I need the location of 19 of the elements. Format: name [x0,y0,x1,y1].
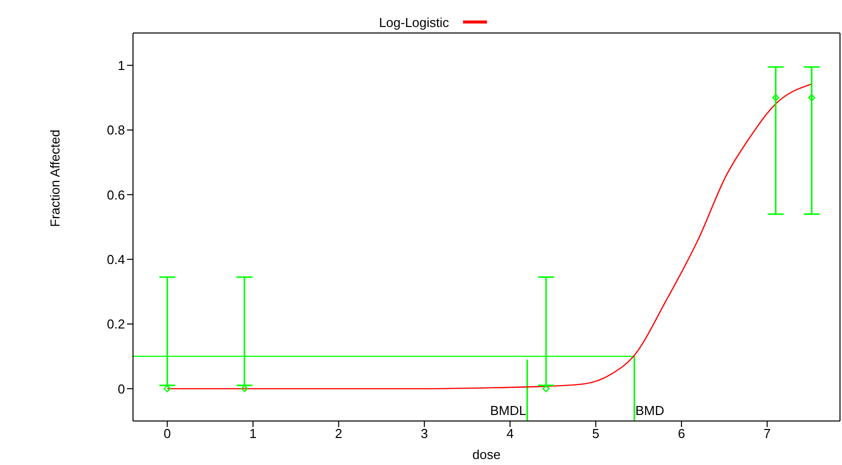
y-tick-label: 1 [118,58,125,73]
x-tick-label: 6 [678,426,686,442]
x-tick-label: 3 [420,426,428,442]
x-tick-label: 4 [506,426,514,442]
y-tick-label: 0 [118,381,125,396]
ref-line-label: BMDL [490,403,526,418]
y-tick-label: 0.4 [106,252,125,267]
x-axis-title: dose [472,447,501,462]
x-tick-label: 7 [764,426,771,442]
y-tick-label: 0.2 [106,316,125,332]
x-tick-label: 0 [164,426,171,442]
x-tick-label: 1 [249,426,257,442]
y-tick-label: 0.6 [106,187,125,202]
x-tick-label: 2 [335,426,342,442]
y-tick-label: 0.8 [106,122,125,138]
y-axis-title: Fraction Affected [48,130,63,227]
x-tick-label: 5 [592,426,600,442]
legend-label: Log-Logistic [378,14,450,30]
ref-line-label: BMD [635,403,664,418]
